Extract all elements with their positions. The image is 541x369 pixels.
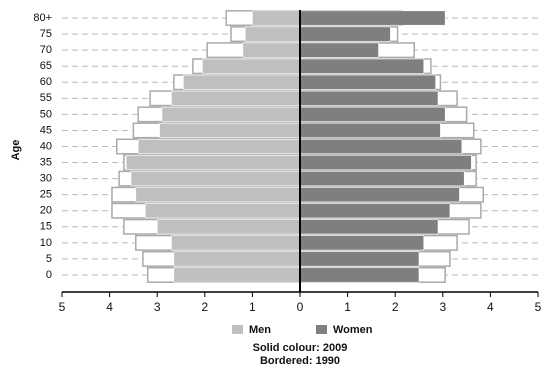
y-tick-label: 20 xyxy=(40,205,52,217)
x-tick-label: 0 xyxy=(297,300,304,314)
y-tick-label: 35 xyxy=(40,156,52,168)
y-tick-label: 10 xyxy=(40,237,52,249)
bar-2009 xyxy=(299,106,446,122)
bar-2009 xyxy=(242,42,301,58)
bar-2009 xyxy=(171,235,301,251)
x-tick-label: 1 xyxy=(249,300,256,314)
y-tick-label: 50 xyxy=(40,108,52,120)
bar-2009 xyxy=(299,138,463,155)
legend-label: Women xyxy=(333,324,373,336)
bar-2009 xyxy=(299,122,441,138)
y-tick-label: 25 xyxy=(40,189,52,201)
x-tick-label: 3 xyxy=(154,300,161,314)
bar-2009 xyxy=(299,251,420,267)
bar-2009 xyxy=(299,58,425,74)
bar-2009 xyxy=(171,90,301,106)
x-tick-label: 5 xyxy=(535,300,541,314)
bar-2009 xyxy=(173,251,301,267)
y-tick-label: 60 xyxy=(40,76,52,88)
bar-2009 xyxy=(125,155,301,171)
bar-2009 xyxy=(299,155,472,171)
x-tick-label: 4 xyxy=(487,300,494,314)
y-tick-label: 55 xyxy=(40,92,52,104)
y-axis-label: Age xyxy=(10,140,22,161)
bar-2009 xyxy=(299,267,420,283)
bar-2009 xyxy=(135,187,301,203)
bar-2009 xyxy=(145,203,301,219)
x-tick-label: 4 xyxy=(106,300,113,314)
bar-2009 xyxy=(299,26,391,42)
y-tick-label: 30 xyxy=(40,173,52,185)
bar-2009 xyxy=(161,106,301,122)
bar-2009 xyxy=(299,74,436,90)
y-tick-label: 75 xyxy=(40,28,52,40)
legend-swatch xyxy=(316,325,327,334)
bar-2009 xyxy=(299,235,425,251)
note: Bordered: 1990 xyxy=(260,355,340,367)
bar-2009 xyxy=(299,90,439,106)
x-tick-label: 1 xyxy=(344,300,351,314)
x-tick-label: 2 xyxy=(392,300,399,314)
legend-label: Men xyxy=(249,324,271,336)
bar-2009 xyxy=(156,219,301,235)
y-tick-label: 5 xyxy=(46,253,52,265)
bar-2009 xyxy=(299,187,460,203)
y-tick-label: 40 xyxy=(40,140,52,152)
note: Solid colour: 2009 xyxy=(253,342,348,354)
bar-2009 xyxy=(202,58,301,74)
bar-2009 xyxy=(299,10,446,26)
y-tick-label: 15 xyxy=(40,221,52,233)
x-tick-label: 2 xyxy=(201,300,208,314)
y-tick-label: 65 xyxy=(40,60,52,72)
bar-2009 xyxy=(137,138,301,155)
bar-2009 xyxy=(252,10,301,26)
bar-2009 xyxy=(244,26,301,42)
x-tick-label: 3 xyxy=(439,300,446,314)
bar-2009 xyxy=(183,74,301,90)
bar-2009 xyxy=(159,122,301,138)
y-tick-label: 80+ xyxy=(33,12,52,24)
bar-2009 xyxy=(299,219,439,235)
x-tick-label: 5 xyxy=(59,300,66,314)
bar-2009 xyxy=(299,203,451,219)
y-tick-label: 45 xyxy=(40,124,52,136)
y-tick-label: 70 xyxy=(40,44,52,56)
bar-2009 xyxy=(130,171,301,187)
bar-2009 xyxy=(299,42,379,58)
bar-2009 xyxy=(173,267,301,283)
y-tick-label: 0 xyxy=(46,269,52,281)
bar-2009 xyxy=(299,171,465,187)
legend-swatch xyxy=(232,325,243,334)
